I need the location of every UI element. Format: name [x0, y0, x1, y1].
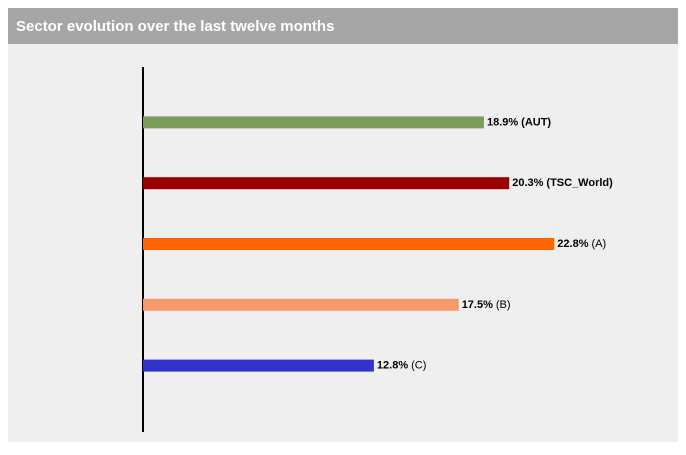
category-label: (TSC_World) — [546, 177, 613, 189]
header-bar — [8, 8, 678, 44]
value-label: 12.8% — [377, 360, 408, 372]
data-label: 20.3% (TSC_World) — [512, 177, 613, 189]
bar — [143, 238, 555, 250]
category-label: (A) — [592, 238, 607, 250]
data-label: 17.5% (B) — [462, 299, 511, 311]
category-label: (AUT) — [521, 116, 551, 128]
value-label: 17.5% — [462, 299, 493, 311]
value-label: 18.9% — [487, 116, 518, 128]
bar — [143, 298, 459, 311]
data-label: 12.8% (C) — [377, 360, 426, 372]
header-title: Sector evolution over the last twelve mo… — [16, 18, 334, 35]
category-label: (C) — [411, 360, 426, 372]
value-label: 20.3% — [512, 177, 543, 189]
value-label: 22.8% — [557, 238, 588, 250]
data-label: 22.8% (A) — [557, 238, 606, 250]
data-label: 18.9% (AUT) — [487, 116, 551, 128]
bar — [143, 359, 374, 372]
category-label: (B) — [496, 299, 511, 311]
bar — [143, 177, 510, 190]
bar — [143, 116, 484, 129]
